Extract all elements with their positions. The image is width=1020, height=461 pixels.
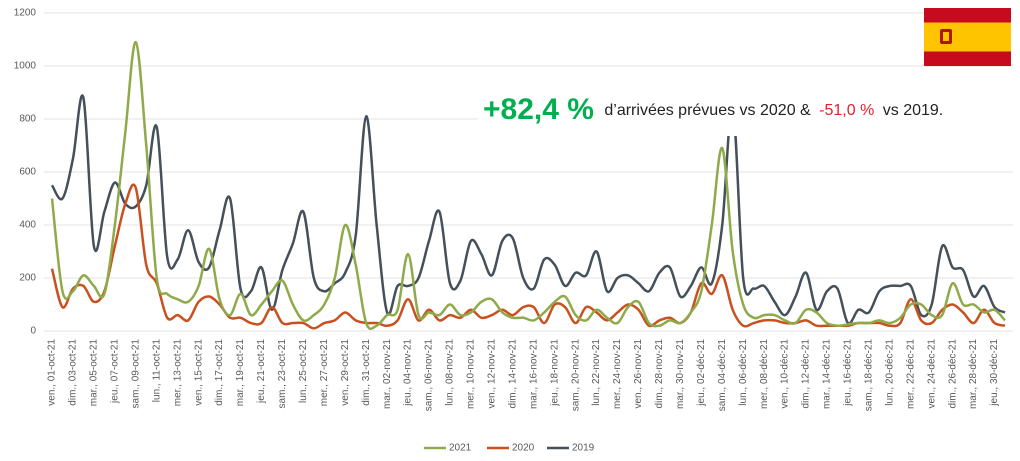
annotation-box: [478, 84, 1020, 136]
x-tick-label: mer., 24-nov-21: [612, 339, 623, 409]
y-tick-label: 200: [19, 273, 36, 284]
x-tick-label: lun., 22-nov-21: [591, 339, 602, 406]
x-tick-label: jeu., 04-nov-21: [403, 339, 414, 407]
x-tick-label: sam., 20-nov-21: [570, 339, 581, 412]
x-tick-label: ven., 26-nov-21: [633, 339, 644, 409]
x-tick-label: lun., 25-oct-21: [298, 339, 309, 403]
legend-label: 2019: [572, 443, 595, 454]
x-tick-label: sam., 18-déc-21: [863, 339, 874, 412]
x-tick-label: mar., 05-oct-21: [89, 339, 100, 407]
x-tick-label: ven., 24-déc-21: [926, 339, 937, 409]
x-tick-label: jeu., 16-déc-21: [843, 339, 854, 407]
y-tick-label: 1200: [14, 8, 37, 19]
y-tick-label: 1000: [14, 61, 37, 72]
x-tick-label: mar., 28-déc-21: [968, 339, 979, 409]
x-tick-label: dim., 31-oct-21: [361, 339, 372, 406]
x-tick-label: dim., 03-oct-21: [68, 339, 79, 406]
x-tick-label: ven., 12-nov-21: [486, 339, 497, 409]
y-tick-label: 0: [30, 326, 36, 337]
y-tick-label: 600: [19, 167, 36, 178]
y-tick-label: 400: [19, 220, 36, 231]
x-tick-label: dim., 26-déc-21: [947, 339, 958, 409]
x-tick-label: mar., 30-nov-21: [675, 339, 686, 409]
annotation-text-2: vs 2019.: [883, 102, 943, 119]
x-tick-label: mar., 02-nov-21: [382, 339, 393, 409]
annotation-highlight: +82,4 %: [483, 93, 594, 126]
x-tick-label: sam., 09-oct-21: [130, 339, 141, 409]
x-tick-label: mar., 16-nov-21: [528, 339, 539, 409]
x-tick-label: jeu., 18-nov-21: [549, 339, 560, 407]
x-tick-label: mer., 10-nov-21: [466, 339, 477, 409]
x-tick-label: sam., 23-oct-21: [277, 339, 288, 409]
x-tick-label: jeu., 07-oct-21: [109, 339, 120, 404]
x-tick-label: dim., 28-nov-21: [654, 339, 665, 409]
x-tick-label: lun., 11-oct-21: [151, 339, 162, 403]
x-tick-label: dim., 14-nov-21: [507, 339, 518, 409]
x-tick-label: jeu., 30-déc-21: [989, 339, 1000, 407]
x-tick-label: lun., 20-déc-21: [884, 339, 895, 406]
x-tick-label: jeu., 21-oct-21: [256, 339, 267, 404]
annotation-highlight-2: -51,0 %: [819, 102, 874, 119]
y-tick-label: 800: [19, 114, 36, 125]
legend-label: 2021: [449, 443, 472, 454]
annotation-text: d’arrivées prévues vs 2020 &: [604, 102, 811, 119]
x-tick-label: ven., 29-oct-21: [340, 339, 351, 406]
annotation: +82,4 % d’arrivées prévues vs 2020 & -51…: [483, 93, 943, 126]
x-tick-label: sam., 06-nov-21: [424, 339, 435, 412]
x-tick-label: dim., 17-oct-21: [214, 339, 225, 406]
flag: [924, 8, 1011, 66]
x-tick-label: mar., 14-déc-21: [822, 339, 833, 409]
series-line: [50, 40, 1006, 330]
x-tick-label: lun., 06-déc-21: [738, 339, 749, 406]
x-tick-label: lun., 08-nov-21: [445, 339, 456, 406]
x-tick-label: sam., 04-déc-21: [717, 339, 728, 412]
x-tick-label: mer., 27-oct-21: [319, 339, 330, 407]
x-tick-label: mer., 08-déc-21: [759, 339, 770, 409]
x-tick-label: ven., 10-déc-21: [780, 339, 791, 409]
x-tick-label: mer., 22-déc-21: [905, 339, 916, 409]
x-tick-label: ven., 15-oct-21: [193, 339, 204, 406]
plot: 0 200 400 600 800 1000 1200 ven., 01-oct-21 dim.…: [14, 8, 1013, 454]
series-line: [50, 183, 1006, 330]
x-tick-label: jeu., 02-déc-21: [696, 339, 707, 407]
x-tick-label: ven., 01-oct-21: [47, 339, 58, 406]
x-tick-label: mer., 13-oct-21: [172, 339, 183, 407]
legend-label: 2020: [512, 443, 535, 454]
x-tick-label: dim., 12-déc-21: [801, 339, 812, 409]
x-tick-label: mar., 19-oct-21: [235, 339, 246, 407]
